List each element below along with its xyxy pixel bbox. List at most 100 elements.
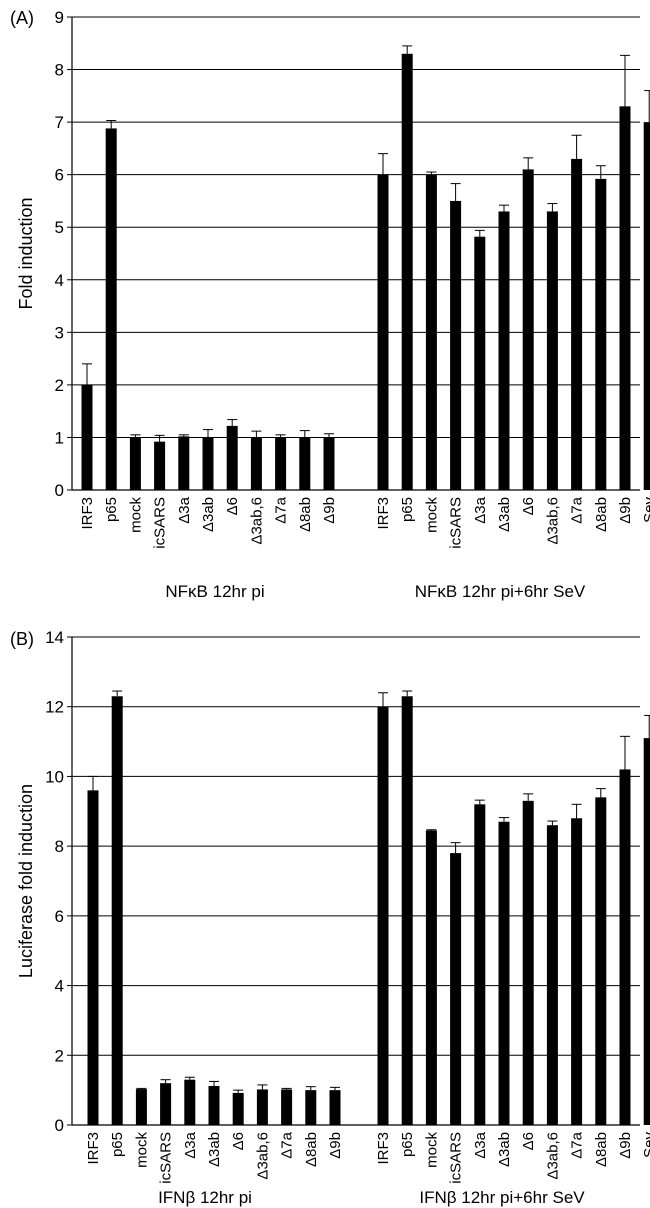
x-tick-label: Δ8ab [593, 1132, 610, 1167]
y-tick-label: 4 [55, 977, 64, 996]
y-tick-label: 10 [45, 767, 64, 786]
bar [643, 738, 650, 1125]
bar [232, 1092, 244, 1125]
bar [226, 425, 238, 490]
bar [135, 1089, 147, 1125]
chart-panel-2: (B) 0 2 4 6 8 10 12 14 Luciferase fold induction I… [10, 628, 650, 1207]
bar [619, 769, 631, 1125]
bar [250, 437, 262, 490]
bar [111, 696, 123, 1125]
y-tick-label: 2 [55, 376, 64, 395]
x-tick-label: p65 [399, 1132, 416, 1157]
x-tick-label: Δ8ab [297, 497, 314, 532]
x-tick-label: icSARS [158, 1132, 175, 1184]
x-tick-label: Δ8ab [303, 1132, 320, 1167]
group-label: NFκB 12hr pi [165, 582, 264, 601]
bar [105, 128, 117, 490]
x-tick-label: Δ7a [273, 496, 290, 523]
bar [305, 1090, 317, 1125]
bar [474, 236, 486, 490]
bar [571, 158, 583, 490]
bar [498, 821, 510, 1125]
group-label: IFNβ 12hr pi+6hr SeV [419, 1188, 585, 1207]
bar [81, 384, 93, 490]
bar [281, 1089, 293, 1125]
y-tick-label: 3 [55, 323, 64, 342]
x-tick-label: Δ3ab [200, 497, 217, 532]
bar [619, 106, 631, 490]
y-tick-label: 8 [55, 837, 64, 856]
x-tick-label: Δ6 [224, 497, 241, 515]
x-tick-label: Δ3ab [496, 1132, 513, 1167]
bar [208, 1085, 220, 1125]
y-tick-label: 2 [55, 1046, 64, 1065]
x-tick-label: mock [423, 1132, 440, 1168]
bar [299, 437, 311, 490]
bar [546, 211, 558, 490]
bar [425, 830, 437, 1125]
x-tick-label: Δ6 [230, 1132, 247, 1150]
y-tick-label: 0 [55, 1116, 64, 1135]
x-tick-label: icSARS [152, 497, 169, 549]
bar [129, 437, 141, 490]
x-tick-label: Sev [641, 1132, 650, 1158]
x-tick-label: Δ7a [279, 1131, 296, 1158]
bar [595, 178, 607, 491]
x-tick-label: mock [127, 497, 144, 533]
x-tick-label: Δ9b [617, 1132, 634, 1159]
y-tick-label: 5 [55, 218, 64, 237]
bar [377, 174, 389, 490]
x-tick-label: p65 [399, 497, 416, 522]
bar [450, 200, 462, 490]
y-tick-label: 7 [55, 113, 64, 132]
x-tick-label: IRF3 [79, 497, 96, 530]
x-tick-label: Δ9b [327, 1132, 344, 1159]
x-tick-label: Δ3ab,6 [254, 1132, 271, 1180]
x-tick-label: Δ6 [520, 497, 537, 515]
bar [184, 1079, 196, 1125]
x-tick-label: Δ9b [321, 497, 338, 524]
bar-group-2: IRF3 p65 mock icSARS Δ3a Δ3ab Δ6 Δ3ab,6 Δ7a Δ8ab Δ… [375, 690, 650, 1207]
y-tick-label: 14 [45, 628, 64, 647]
bar [323, 437, 335, 490]
y-tick-label: 12 [45, 698, 64, 717]
bar [522, 800, 534, 1125]
bar [643, 122, 650, 490]
x-tick-label: mock [133, 1132, 150, 1168]
bar-group-1: IRF3 p65 mock icSARS Δ3a Δ3ab Δ6 Δ3ab,6 Δ7a Δ8ab Δ… [79, 120, 338, 601]
bar [498, 211, 510, 490]
y-tick-label: 8 [55, 61, 64, 80]
x-tick-label: Δ3a [182, 1131, 199, 1158]
bar [154, 441, 166, 490]
bar-group-1: IRF3 p65 mock icSARS Δ3a Δ3ab Δ6 Δ3ab,6 Δ7a Δ8ab Δ… [85, 690, 344, 1207]
panel-label: (B) [10, 629, 34, 649]
bar [595, 797, 607, 1125]
bar [546, 825, 558, 1125]
group-label: NFκB 12hr pi+6hr SeV [415, 582, 586, 601]
x-tick-label: Δ3ab,6 [544, 1132, 561, 1180]
bar [425, 174, 437, 490]
x-tick-label: p65 [103, 497, 120, 522]
x-tick-label: Δ7a [569, 496, 586, 523]
group-label: IFNβ 12hr pi [158, 1188, 252, 1207]
x-tick-label: icSARS [448, 497, 465, 549]
y-axis-title: Fold induction [16, 197, 36, 309]
x-tick-label: Δ3ab,6 [544, 497, 561, 545]
bar [160, 1083, 172, 1125]
y-tick-label: 4 [55, 271, 64, 290]
bar [202, 437, 214, 490]
y-tick-label: 0 [55, 481, 64, 500]
bar [522, 169, 534, 490]
x-tick-label: Δ3a [472, 1131, 489, 1158]
x-tick-label: mock [423, 497, 440, 533]
bar [178, 436, 190, 490]
y-tick-label: 9 [55, 8, 64, 27]
x-tick-label: Δ3a [472, 496, 489, 523]
x-tick-label: Δ3ab [206, 1132, 223, 1167]
bar-group-2: IRF3 p65 mock icSARS Δ3a Δ3ab Δ6 Δ3ab,6 Δ7a Δ8ab Δ… [375, 45, 650, 601]
bar [401, 53, 413, 491]
bar [275, 437, 287, 490]
y-axis-title: Luciferase fold induction [16, 784, 36, 978]
